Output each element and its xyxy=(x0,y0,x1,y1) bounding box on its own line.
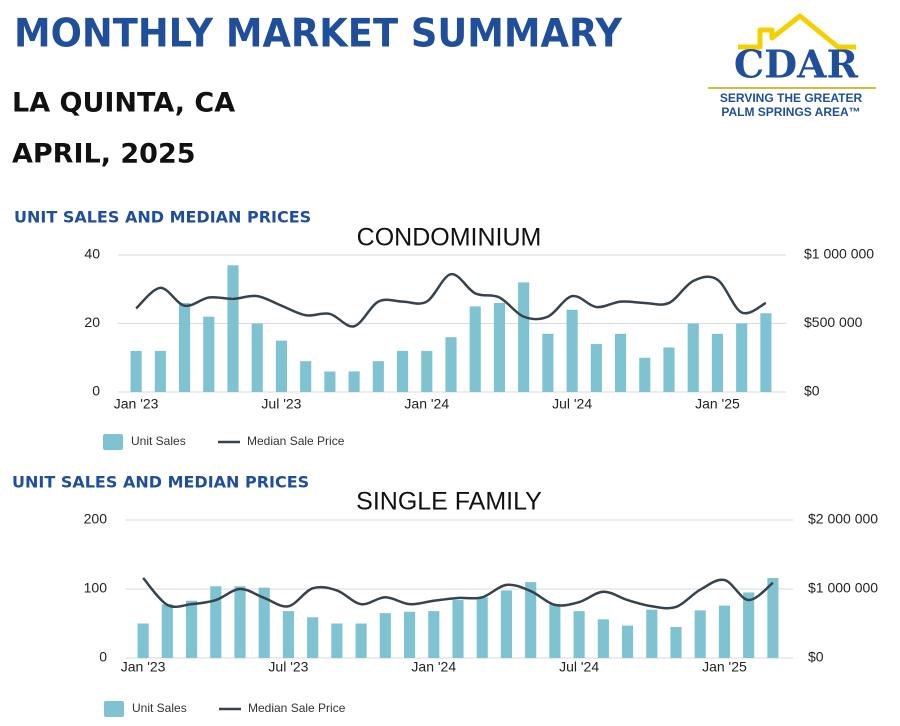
legend-label: Unit Sales xyxy=(132,701,187,715)
x-tick-label: Jul '23 xyxy=(261,396,301,412)
bar xyxy=(203,316,215,392)
bar xyxy=(743,592,755,658)
section-label: UNIT SALES AND MEDIAN PRICES xyxy=(14,208,311,227)
bar xyxy=(282,611,295,658)
bar xyxy=(227,265,239,392)
bar xyxy=(178,302,191,392)
bar xyxy=(711,333,724,392)
bar xyxy=(161,604,173,658)
legend-label: Median Sale Price xyxy=(248,701,346,715)
bar xyxy=(590,344,602,392)
bar xyxy=(687,323,699,392)
bar xyxy=(348,371,360,392)
bar xyxy=(428,611,440,658)
x-tick-label: Jul '23 xyxy=(268,659,308,675)
bar xyxy=(549,604,561,658)
logo: CDAR SERVING THE GREATER PALM SPRINGS AR… xyxy=(708,13,876,119)
bar xyxy=(403,611,416,658)
bar xyxy=(307,617,319,658)
logo-line2: PALM SPRINGS AREA™ xyxy=(721,105,860,119)
bar xyxy=(663,347,675,392)
bar xyxy=(566,309,578,392)
bar xyxy=(185,600,198,658)
bar xyxy=(670,626,682,658)
y-tick-label: 100 xyxy=(84,580,108,596)
bar xyxy=(210,586,222,658)
logo-name: CDAR xyxy=(734,42,859,87)
legend-label: Median Sale Price xyxy=(247,434,345,448)
legend-swatch xyxy=(104,701,124,717)
bar xyxy=(379,613,391,658)
price-line xyxy=(142,577,774,610)
bar xyxy=(639,357,651,392)
bar xyxy=(275,340,288,392)
page-title: MONTHLY MARKET SUMMARY xyxy=(14,12,623,57)
y-tick-label: 40 xyxy=(84,246,100,262)
bar xyxy=(355,623,367,658)
bar xyxy=(258,587,270,658)
bar xyxy=(614,333,627,392)
bar xyxy=(621,625,634,658)
y-tick-label: 20 xyxy=(84,314,100,330)
x-tick-label: Jan '23 xyxy=(121,659,166,675)
chart-title: SINGLE FAMILY xyxy=(356,488,542,516)
x-tick-label: Jan '24 xyxy=(404,396,449,412)
y2-tick-label: $1 000 000 xyxy=(804,246,874,262)
section-label: UNIT SALES AND MEDIAN PRICES xyxy=(12,473,309,492)
bar xyxy=(597,619,609,658)
report-date: APRIL, 2025 xyxy=(12,139,196,170)
location: LA QUINTA, CA xyxy=(12,88,235,119)
bar xyxy=(767,577,779,658)
x-tick-label: Jan '25 xyxy=(702,659,747,675)
legend-swatch xyxy=(103,434,123,450)
logo-roof xyxy=(738,13,856,50)
bar xyxy=(469,306,481,392)
bar xyxy=(331,623,343,658)
y2-tick-label: $0 xyxy=(804,383,820,399)
y-tick-label: 0 xyxy=(92,383,100,399)
y2-tick-label: $2 000 000 xyxy=(808,511,878,527)
bar xyxy=(234,586,246,658)
bar xyxy=(760,313,772,392)
bar xyxy=(421,350,433,392)
bar xyxy=(493,302,506,392)
y-tick-label: 200 xyxy=(84,511,108,527)
x-tick-label: Jan '24 xyxy=(411,659,456,675)
bar xyxy=(542,333,554,392)
bar xyxy=(251,323,263,392)
y-tick-label: 0 xyxy=(99,649,107,665)
bar xyxy=(300,361,312,392)
logo-line1: SERVING THE GREATER xyxy=(720,91,863,105)
bar xyxy=(718,605,731,658)
legend-label: Unit Sales xyxy=(131,434,186,448)
price-line xyxy=(135,272,767,328)
x-tick-label: Jul '24 xyxy=(559,659,599,675)
x-tick-label: Jan '25 xyxy=(695,396,740,412)
bar xyxy=(518,282,530,392)
bar xyxy=(500,590,513,658)
x-tick-label: Jul '24 xyxy=(552,396,592,412)
bar xyxy=(137,623,149,658)
y2-tick-label: $500 000 xyxy=(804,314,863,330)
y2-tick-label: $0 xyxy=(808,649,824,665)
bar xyxy=(736,323,748,392)
bar xyxy=(154,350,166,392)
bar xyxy=(694,610,706,658)
bar xyxy=(445,337,457,392)
y2-tick-label: $1 000 000 xyxy=(808,580,878,596)
x-tick-label: Jan '23 xyxy=(114,396,159,412)
bar xyxy=(573,611,585,658)
bar xyxy=(476,597,488,658)
bar xyxy=(130,350,142,392)
bar xyxy=(324,371,336,392)
bar xyxy=(452,600,464,658)
bar xyxy=(646,609,658,658)
bar xyxy=(372,361,384,392)
bar xyxy=(396,350,409,392)
bar xyxy=(525,582,537,658)
chart-title: CONDOMINIUM xyxy=(357,224,542,252)
